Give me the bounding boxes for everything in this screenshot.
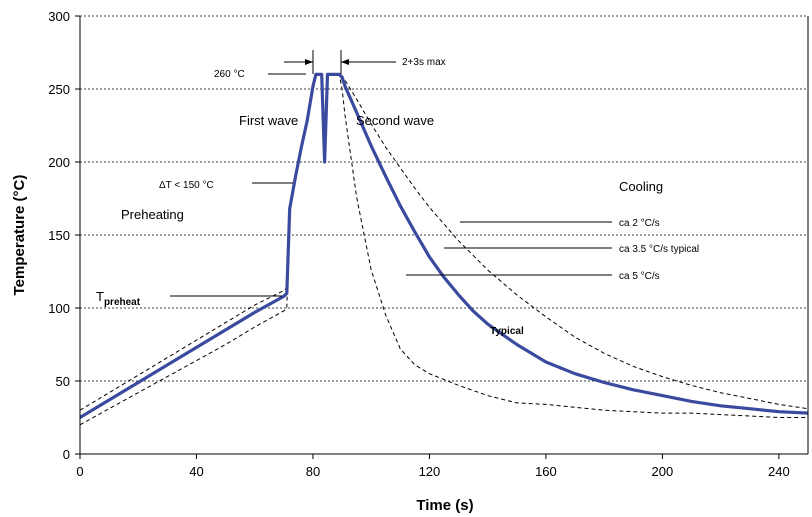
y-tick-label: 0 — [63, 447, 70, 462]
y-tick-label: 100 — [48, 301, 70, 316]
series-layer — [79, 72, 809, 426]
preheating-label: Preheating — [121, 207, 184, 222]
peak-temp-label: 260 °C — [214, 69, 245, 80]
time-max-label: 2+3s max — [402, 57, 446, 68]
rate-5-label: ca 5 °C/s — [619, 271, 660, 282]
annotation-leaders — [170, 50, 612, 297]
cooling-label: Cooling — [619, 179, 663, 194]
ticks: 0 50 100 150 200 250 300 0 40 80 120 160 200 240 — [48, 9, 789, 479]
y-tick-label: 250 — [48, 82, 70, 97]
x-tick-label: 120 — [419, 464, 441, 479]
first-wave-label: First wave — [239, 113, 298, 128]
series-line-limit-2 — [79, 73, 809, 411]
x-tick-label: 200 — [652, 464, 674, 479]
x-tick-label: 240 — [768, 464, 790, 479]
y-tick-label: 50 — [56, 374, 70, 389]
x-tick-label: 80 — [306, 464, 320, 479]
grid-lines — [80, 15, 808, 382]
t-preheat-subscript: preheat — [104, 297, 141, 308]
t-preheat-label: Tpreheat — [96, 289, 141, 308]
arrow-head-right — [341, 59, 349, 65]
second-wave-label: Second wave — [356, 113, 434, 128]
rate-2-label: ca 2 °C/s — [619, 218, 660, 229]
y-tick-label: 200 — [48, 155, 70, 170]
typical-label: Typical — [490, 326, 524, 337]
y-tick-label: 150 — [48, 228, 70, 243]
rate-3-5-label: ca 3.5 °C/s typical — [619, 244, 699, 255]
x-tick-label: 160 — [535, 464, 557, 479]
x-tick-label: 40 — [189, 464, 203, 479]
series-line-typical — [79, 72, 809, 419]
x-tick-label: 0 — [76, 464, 83, 479]
t-preheat-main: T — [96, 289, 104, 304]
delta-t-label: ΔT < 150 °C — [159, 180, 214, 191]
y-tick-label: 300 — [48, 9, 70, 24]
arrow-head-left — [305, 59, 313, 65]
x-axis-title: Time (s) — [416, 497, 473, 514]
y-axis-title: Temperature (°C) — [11, 175, 28, 296]
